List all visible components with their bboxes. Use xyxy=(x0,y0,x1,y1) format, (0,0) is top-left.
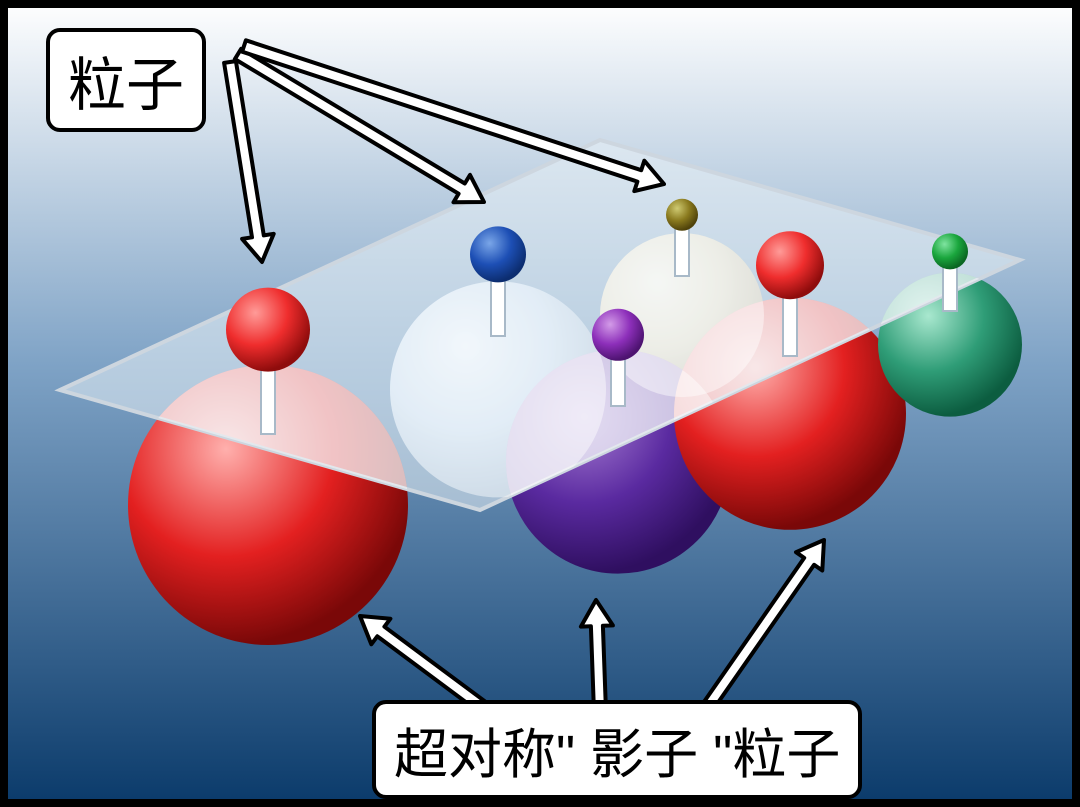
small-sphere-green xyxy=(932,233,968,269)
small-sphere-blue xyxy=(470,226,526,282)
small-sphere-red-left xyxy=(226,288,310,372)
label-supersymmetric: 超对称" 影子 "粒子 xyxy=(372,700,862,799)
diagram-stage: 粒子 超对称" 影子 "粒子 xyxy=(0,0,1080,807)
label-particles: 粒子 xyxy=(46,28,206,132)
label-supersymmetric-text: 超对称" 影子 "粒子 xyxy=(394,725,840,785)
label-particles-text: 粒子 xyxy=(68,53,184,118)
small-sphere-sand xyxy=(666,199,698,231)
small-sphere-red-right xyxy=(756,231,824,299)
small-sphere-purple xyxy=(592,309,644,361)
